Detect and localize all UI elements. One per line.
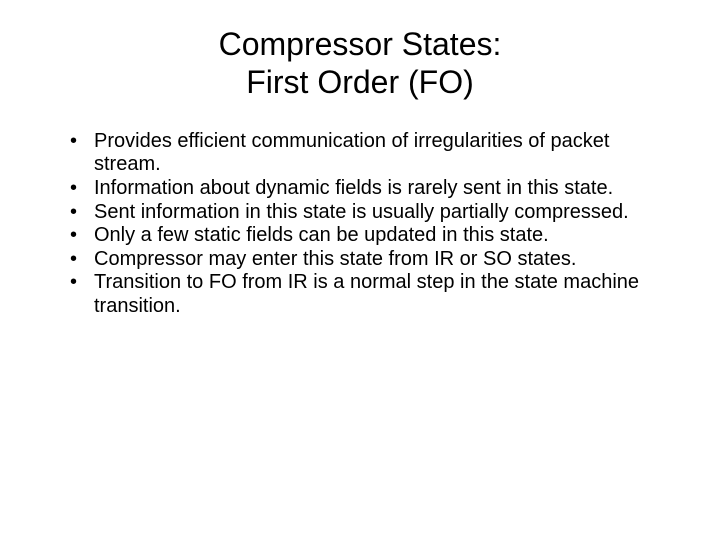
bullet-item: Transition to FO from IR is a normal ste…	[70, 271, 670, 318]
bullet-item: Sent information in this state is usuall…	[70, 201, 670, 225]
title-line-2: First Order (FO)	[50, 63, 670, 101]
title-line-1: Compressor States:	[50, 25, 670, 63]
bullet-list: Provides efficient communication of irre…	[50, 130, 670, 319]
bullet-item: Compressor may enter this state from IR …	[70, 248, 670, 272]
bullet-item: Provides efficient communication of irre…	[70, 130, 670, 177]
bullet-item: Only a few static fields can be updated …	[70, 224, 670, 248]
slide-title: Compressor States: First Order (FO)	[50, 25, 670, 102]
bullet-item: Information about dynamic fields is rare…	[70, 177, 670, 201]
